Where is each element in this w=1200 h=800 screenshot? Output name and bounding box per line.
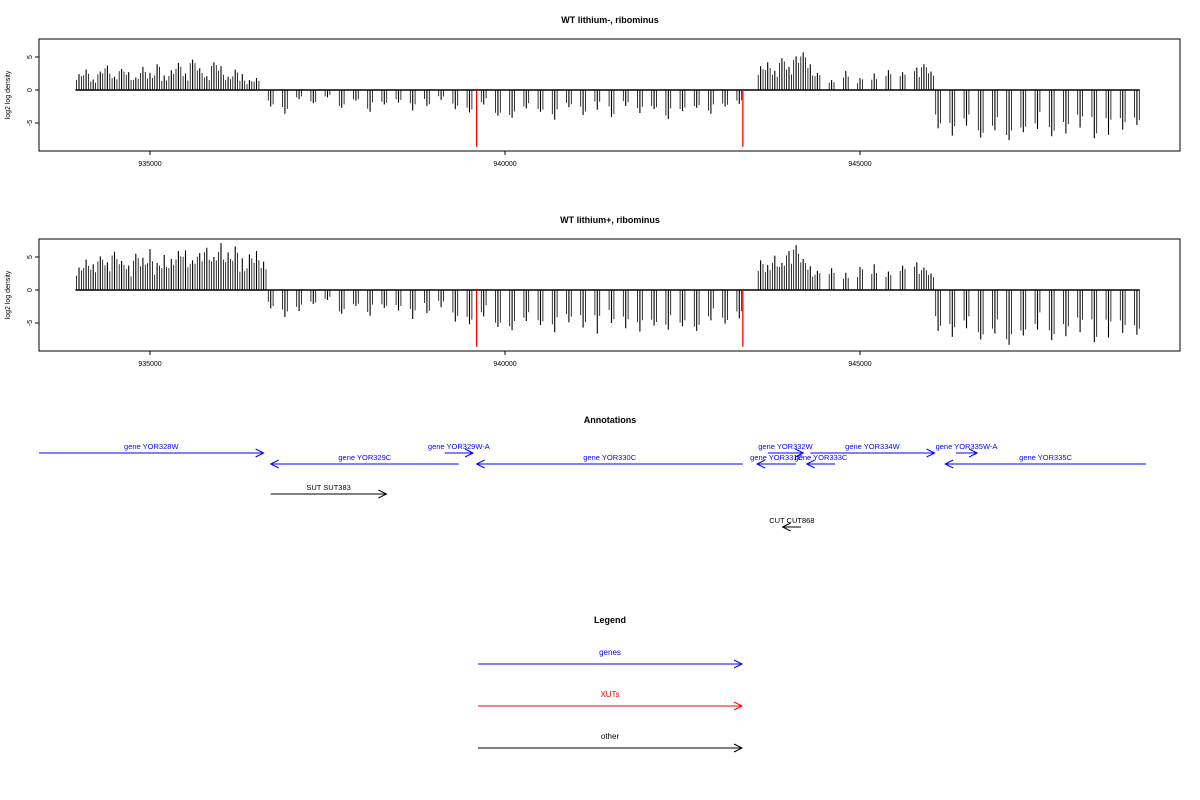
y-tick-label: 0	[27, 288, 34, 292]
feature-label-gene-yor335c: gene YOR335C	[1019, 453, 1072, 462]
arrow-head	[378, 489, 388, 499]
feature-label-gene-yor328w: gene YOR328W	[124, 442, 179, 451]
y-tick-label: 0	[27, 88, 34, 92]
chart-panel-2: WT lithium+, ribominus 5 0 -5 log2 log densi…	[5, 215, 1181, 368]
legend-entry-other: other	[478, 732, 744, 753]
x-tick-label: 935000	[138, 361, 161, 368]
bar-series-2	[267, 90, 743, 120]
legend-arrow	[478, 701, 744, 711]
annotation-track: Annotations gene YOR328W gene YOR329C gene…	[39, 415, 1146, 532]
arrow-head	[926, 448, 936, 458]
arrow-head	[968, 448, 979, 458]
feature-arrow-gene-yor328w	[39, 448, 265, 458]
legend: Legend genes XUTs other	[478, 615, 744, 753]
x-tick-label: 945000	[848, 361, 871, 368]
feature-label-cut-cut868: CUT CUT868	[769, 516, 814, 525]
feature-label-gene-yor334w: gene YOR334W	[845, 442, 900, 451]
feature-label-gene-yor329w-a: gene YOR329W-A	[428, 442, 490, 451]
arrow-head	[733, 743, 744, 753]
legend-arrow	[478, 659, 744, 669]
feature-arrow-gene-yor330c	[475, 459, 743, 469]
chart-panel-1: WT lithium-, ribominus 5 0 -5 log2 log densi…	[5, 15, 1181, 168]
legend-label: other	[601, 732, 620, 741]
feature-arrow-gene-yor331c	[755, 459, 797, 469]
track-panels: WT lithium-, ribominus 5 0 -5 log2 log densi…	[5, 15, 1181, 368]
legend-label: XUTs	[600, 690, 619, 699]
arrow-head	[944, 459, 954, 469]
bar-series-1	[76, 59, 260, 90]
legend-label: genes	[599, 648, 621, 657]
legend-entry-genes: genes	[478, 648, 744, 669]
bar-series-3	[757, 52, 934, 90]
feature-label-gene-yor332w: gene YOR332W	[758, 442, 813, 451]
feature-label-gene-yor331c: gene YOR331C	[750, 453, 803, 462]
y-tick-label: 5	[27, 255, 34, 259]
feature-arrow-gene-yor334w	[810, 448, 936, 458]
arrow-head	[733, 701, 744, 711]
plot-frame	[38, 238, 1181, 352]
arrow-head	[733, 659, 744, 669]
plot-frame	[38, 38, 1181, 152]
y-tick-label: 5	[27, 55, 34, 59]
feature-label-gene-yor329c: gene YOR329C	[338, 453, 391, 462]
x-tick-label: 945000	[848, 161, 871, 168]
bar-series-4	[935, 290, 1140, 345]
y-tick-label: -5	[27, 320, 34, 326]
feature-label-gene-yor333c: gene YOR333C	[795, 453, 848, 462]
legend-title: Legend	[594, 615, 626, 625]
feature-arrow-gene-yor335w-a	[955, 448, 979, 458]
feature-arrow-cut-cut868	[781, 522, 802, 532]
x-tick-label: 940000	[493, 161, 516, 168]
chart-title: WT lithium-, ribominus	[561, 15, 659, 25]
arrow-head	[805, 459, 815, 469]
feature-arrow-gene-yor335c	[944, 459, 1146, 469]
feature-arrow-gene-yor332w	[767, 448, 805, 458]
legend-arrow	[478, 743, 744, 753]
feature-arrow-gene-yor333c	[805, 459, 836, 469]
bar-series-1	[76, 243, 267, 290]
bar-series-4	[935, 90, 1140, 141]
arrow-head	[475, 459, 485, 469]
y-tick-label: -5	[27, 120, 34, 126]
feature-arrow-gene-yor329w-a	[444, 448, 475, 458]
arrow-head	[781, 522, 791, 532]
feature-label-sut-sut383: SUT SUT383	[306, 483, 350, 492]
feature-arrow-gene-yor329c	[269, 459, 459, 469]
arrow-head	[794, 448, 805, 458]
x-tick-label: 940000	[493, 361, 516, 368]
annotation-title: Annotations	[584, 415, 637, 425]
arrow-head	[269, 459, 279, 469]
y-axis-label: log2 log density	[5, 70, 12, 119]
arrow-head	[755, 459, 766, 469]
chart-title: WT lithium+, ribominus	[560, 215, 660, 225]
arrow-head	[255, 448, 265, 458]
legend-entry-xuts: XUTs	[478, 690, 744, 711]
bar-series-2	[267, 290, 743, 334]
feature-label-gene-yor335w-a: gene YOR335W-A	[936, 442, 998, 451]
arrow-head	[464, 448, 475, 458]
y-axis-label: log2 log density	[5, 270, 12, 319]
bar-series-3	[757, 245, 934, 290]
feature-arrow-sut-sut383	[270, 489, 388, 499]
feature-label-gene-yor330c: gene YOR330C	[583, 453, 636, 462]
x-tick-label: 935000	[138, 161, 161, 168]
